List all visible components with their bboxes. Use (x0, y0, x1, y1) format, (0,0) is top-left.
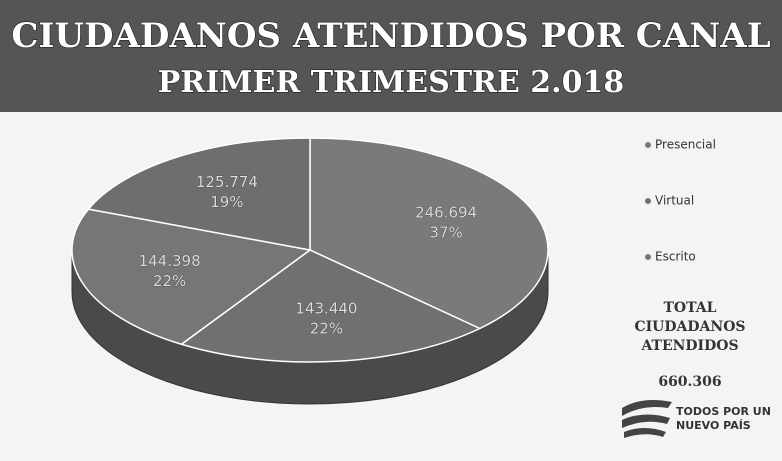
logo-text: TODOS POR UN (676, 405, 771, 418)
legend-marker (645, 142, 651, 148)
pie-slice (71, 208, 312, 346)
percent-label: 22% (310, 320, 343, 338)
total-label: ATENDIDOS (640, 338, 738, 354)
chart-title: CIUDADANOS ATENDIDOS POR CANAL (11, 16, 770, 56)
legend-marker (645, 254, 651, 260)
percent-label: 19% (210, 193, 243, 211)
logo-icon (622, 400, 672, 438)
percent-label: 37% (429, 224, 462, 242)
logo-text: NUEVO PAÍS (676, 419, 751, 432)
legend-label: Escrito (655, 250, 696, 264)
total-label: CIUDADANOS (634, 319, 745, 335)
percent-label: 22% (153, 272, 186, 290)
total-label: TOTAL (664, 300, 717, 316)
chart-subtitle: PRIMER TRIMESTRE 2.018 (158, 65, 625, 100)
pie-slice (87, 137, 311, 251)
pie-slice (179, 249, 482, 363)
value-label: 246.694 (415, 204, 477, 222)
legend-label: Presencial (655, 138, 716, 152)
value-label: 143.440 (295, 300, 357, 318)
value-label: 125.774 (196, 173, 258, 191)
value-label: 144.398 (139, 252, 201, 270)
legend-label: Virtual (655, 194, 694, 208)
total-value: 660.306 (658, 374, 721, 390)
pie-slice (309, 137, 549, 330)
title-banner (0, 0, 782, 112)
legend-marker (645, 198, 651, 204)
